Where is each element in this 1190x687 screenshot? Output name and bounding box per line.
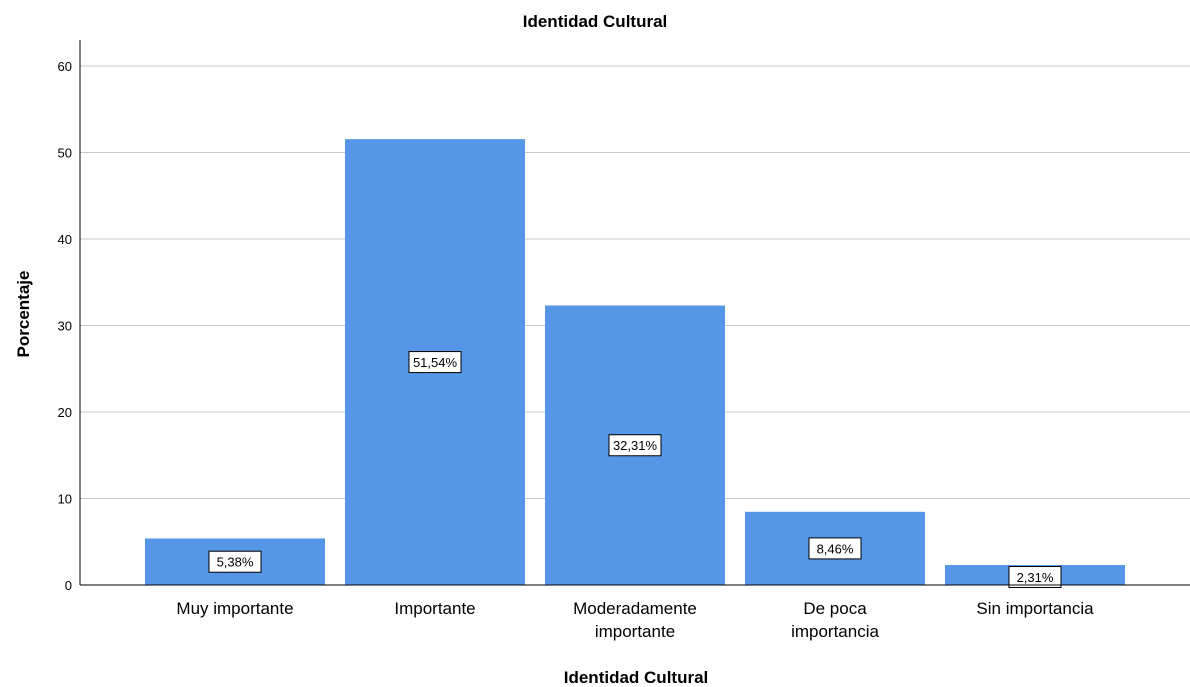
data-label: 51,54% xyxy=(413,355,458,370)
data-label-box xyxy=(808,537,862,560)
x-tick-label: Importante xyxy=(394,599,475,618)
data-label-box xyxy=(408,351,462,374)
data-label-box xyxy=(1008,566,1062,588)
y-tick-label: 0 xyxy=(65,578,72,593)
data-labels: 5,38% 51,54% 32,31% 8,46% 2,31% xyxy=(208,351,1062,588)
y-tick-label: 10 xyxy=(58,491,72,506)
bars xyxy=(145,139,1125,585)
data-label-box xyxy=(608,434,662,457)
data-label: 5,38% xyxy=(217,555,254,570)
x-tick-label: Moderadamente xyxy=(573,599,697,618)
chart-title: Identidad Cultural xyxy=(523,12,668,31)
y-axis-title: Porcentaje xyxy=(14,271,33,358)
y-tick-label: 60 xyxy=(58,59,72,74)
data-label-box xyxy=(208,550,262,573)
y-tick-label: 50 xyxy=(58,145,72,160)
x-tick-label: De poca xyxy=(803,599,867,618)
data-label: 8,46% xyxy=(817,541,854,556)
y-tick-label: 20 xyxy=(58,405,72,420)
axes: 0 10 20 30 40 50 60 Muy importante Importante Mod… xyxy=(58,40,1190,641)
data-label: 2,31% xyxy=(1017,570,1054,585)
x-tick-label: importancia xyxy=(791,622,879,641)
x-axis-title: Identidad Cultural xyxy=(564,668,709,687)
x-tick-label: Muy importante xyxy=(176,599,293,618)
y-tick-label: 40 xyxy=(58,232,72,247)
x-tick-label: Sin importancia xyxy=(976,599,1094,618)
y-tick-label: 30 xyxy=(58,318,72,333)
x-tick-label: importante xyxy=(595,622,675,641)
data-label: 32,31% xyxy=(613,438,658,453)
